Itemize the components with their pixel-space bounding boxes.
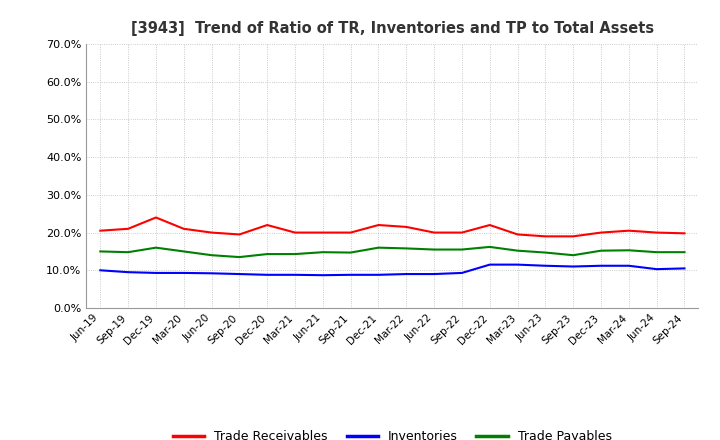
- Trade Payables: [430, 247, 438, 252]
- Inventories: [374, 272, 383, 278]
- Trade Receivables: [318, 230, 327, 235]
- Trade Payables: [124, 249, 132, 255]
- Trade Receivables: [291, 230, 300, 235]
- Inventories: [513, 262, 522, 267]
- Trade Receivables: [430, 230, 438, 235]
- Trade Receivables: [485, 222, 494, 227]
- Trade Payables: [597, 248, 606, 253]
- Inventories: [597, 263, 606, 268]
- Inventories: [152, 270, 161, 275]
- Line: Inventories: Inventories: [100, 264, 685, 275]
- Inventories: [458, 270, 467, 275]
- Inventories: [680, 266, 689, 271]
- Trade Receivables: [263, 222, 271, 227]
- Inventories: [346, 272, 355, 278]
- Trade Receivables: [207, 230, 216, 235]
- Inventories: [318, 272, 327, 278]
- Trade Payables: [96, 249, 104, 254]
- Trade Receivables: [597, 230, 606, 235]
- Inventories: [207, 271, 216, 276]
- Trade Payables: [485, 244, 494, 249]
- Inventories: [402, 271, 410, 277]
- Trade Receivables: [680, 231, 689, 236]
- Trade Payables: [569, 253, 577, 258]
- Trade Payables: [402, 246, 410, 251]
- Trade Payables: [624, 248, 633, 253]
- Trade Receivables: [458, 230, 467, 235]
- Trade Payables: [152, 245, 161, 250]
- Trade Receivables: [346, 230, 355, 235]
- Line: Trade Payables: Trade Payables: [100, 247, 685, 257]
- Trade Payables: [318, 249, 327, 255]
- Trade Payables: [652, 249, 661, 255]
- Inventories: [652, 267, 661, 272]
- Trade Payables: [513, 248, 522, 253]
- Trade Receivables: [513, 232, 522, 237]
- Trade Receivables: [152, 215, 161, 220]
- Inventories: [624, 263, 633, 268]
- Trade Payables: [346, 250, 355, 255]
- Trade Receivables: [179, 226, 188, 231]
- Inventories: [235, 271, 243, 277]
- Trade Payables: [541, 250, 550, 255]
- Trade Payables: [374, 245, 383, 250]
- Trade Receivables: [96, 228, 104, 233]
- Trade Receivables: [541, 234, 550, 239]
- Inventories: [541, 263, 550, 268]
- Trade Payables: [235, 254, 243, 260]
- Inventories: [430, 271, 438, 277]
- Inventories: [291, 272, 300, 278]
- Trade Payables: [263, 251, 271, 257]
- Trade Receivables: [374, 222, 383, 227]
- Trade Payables: [458, 247, 467, 252]
- Inventories: [124, 270, 132, 275]
- Trade Receivables: [235, 232, 243, 237]
- Trade Payables: [291, 251, 300, 257]
- Trade Receivables: [402, 224, 410, 230]
- Trade Receivables: [569, 234, 577, 239]
- Trade Payables: [680, 249, 689, 255]
- Line: Trade Receivables: Trade Receivables: [100, 217, 685, 236]
- Inventories: [485, 262, 494, 267]
- Trade Payables: [179, 249, 188, 254]
- Inventories: [263, 272, 271, 278]
- Trade Payables: [207, 253, 216, 258]
- Title: [3943]  Trend of Ratio of TR, Inventories and TP to Total Assets: [3943] Trend of Ratio of TR, Inventories…: [131, 21, 654, 36]
- Inventories: [179, 270, 188, 275]
- Legend: Trade Receivables, Inventories, Trade Payables: Trade Receivables, Inventories, Trade Pa…: [168, 425, 617, 440]
- Inventories: [96, 268, 104, 273]
- Trade Receivables: [652, 230, 661, 235]
- Inventories: [569, 264, 577, 269]
- Trade Receivables: [124, 226, 132, 231]
- Trade Receivables: [624, 228, 633, 233]
